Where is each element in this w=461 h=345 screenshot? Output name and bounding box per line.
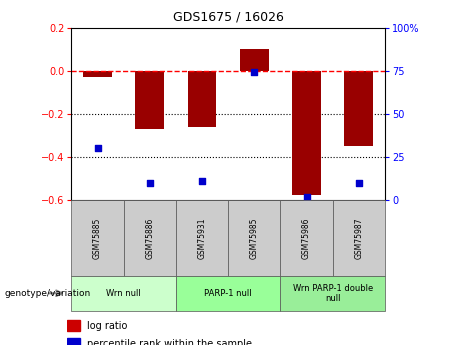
- Bar: [240, 49, 269, 71]
- Text: Wrn null: Wrn null: [106, 289, 141, 298]
- Bar: [67, 338, 80, 345]
- Bar: [67, 320, 80, 331]
- Title: GDS1675 / 16026: GDS1675 / 16026: [173, 11, 284, 24]
- Text: PARP-1 null: PARP-1 null: [204, 289, 252, 298]
- Bar: [71, 200, 124, 276]
- Bar: [176, 276, 280, 310]
- Text: GSM75931: GSM75931: [198, 217, 207, 259]
- Point: [198, 178, 206, 184]
- Text: GSM75885: GSM75885: [93, 217, 102, 259]
- Bar: [83, 71, 112, 77]
- Text: GSM75986: GSM75986: [302, 217, 311, 259]
- Bar: [71, 276, 176, 310]
- Bar: [280, 276, 385, 310]
- Point: [146, 180, 154, 186]
- Text: genotype/variation: genotype/variation: [5, 289, 91, 298]
- Bar: [124, 200, 176, 276]
- Bar: [228, 200, 280, 276]
- Point: [251, 70, 258, 75]
- Bar: [333, 200, 385, 276]
- Text: percentile rank within the sample: percentile rank within the sample: [87, 339, 252, 345]
- Point: [94, 146, 101, 151]
- Text: GSM75985: GSM75985: [250, 217, 259, 259]
- Bar: [136, 71, 164, 129]
- Text: GSM75987: GSM75987: [355, 217, 363, 259]
- Bar: [292, 71, 321, 195]
- Bar: [280, 200, 333, 276]
- Point: [355, 180, 362, 186]
- Point: [303, 194, 310, 199]
- Bar: [188, 71, 217, 127]
- Text: Wrn PARP-1 double
null: Wrn PARP-1 double null: [293, 284, 373, 303]
- Text: log ratio: log ratio: [87, 321, 128, 331]
- Text: GSM75886: GSM75886: [145, 217, 154, 259]
- Bar: [176, 200, 228, 276]
- Bar: [344, 71, 373, 146]
